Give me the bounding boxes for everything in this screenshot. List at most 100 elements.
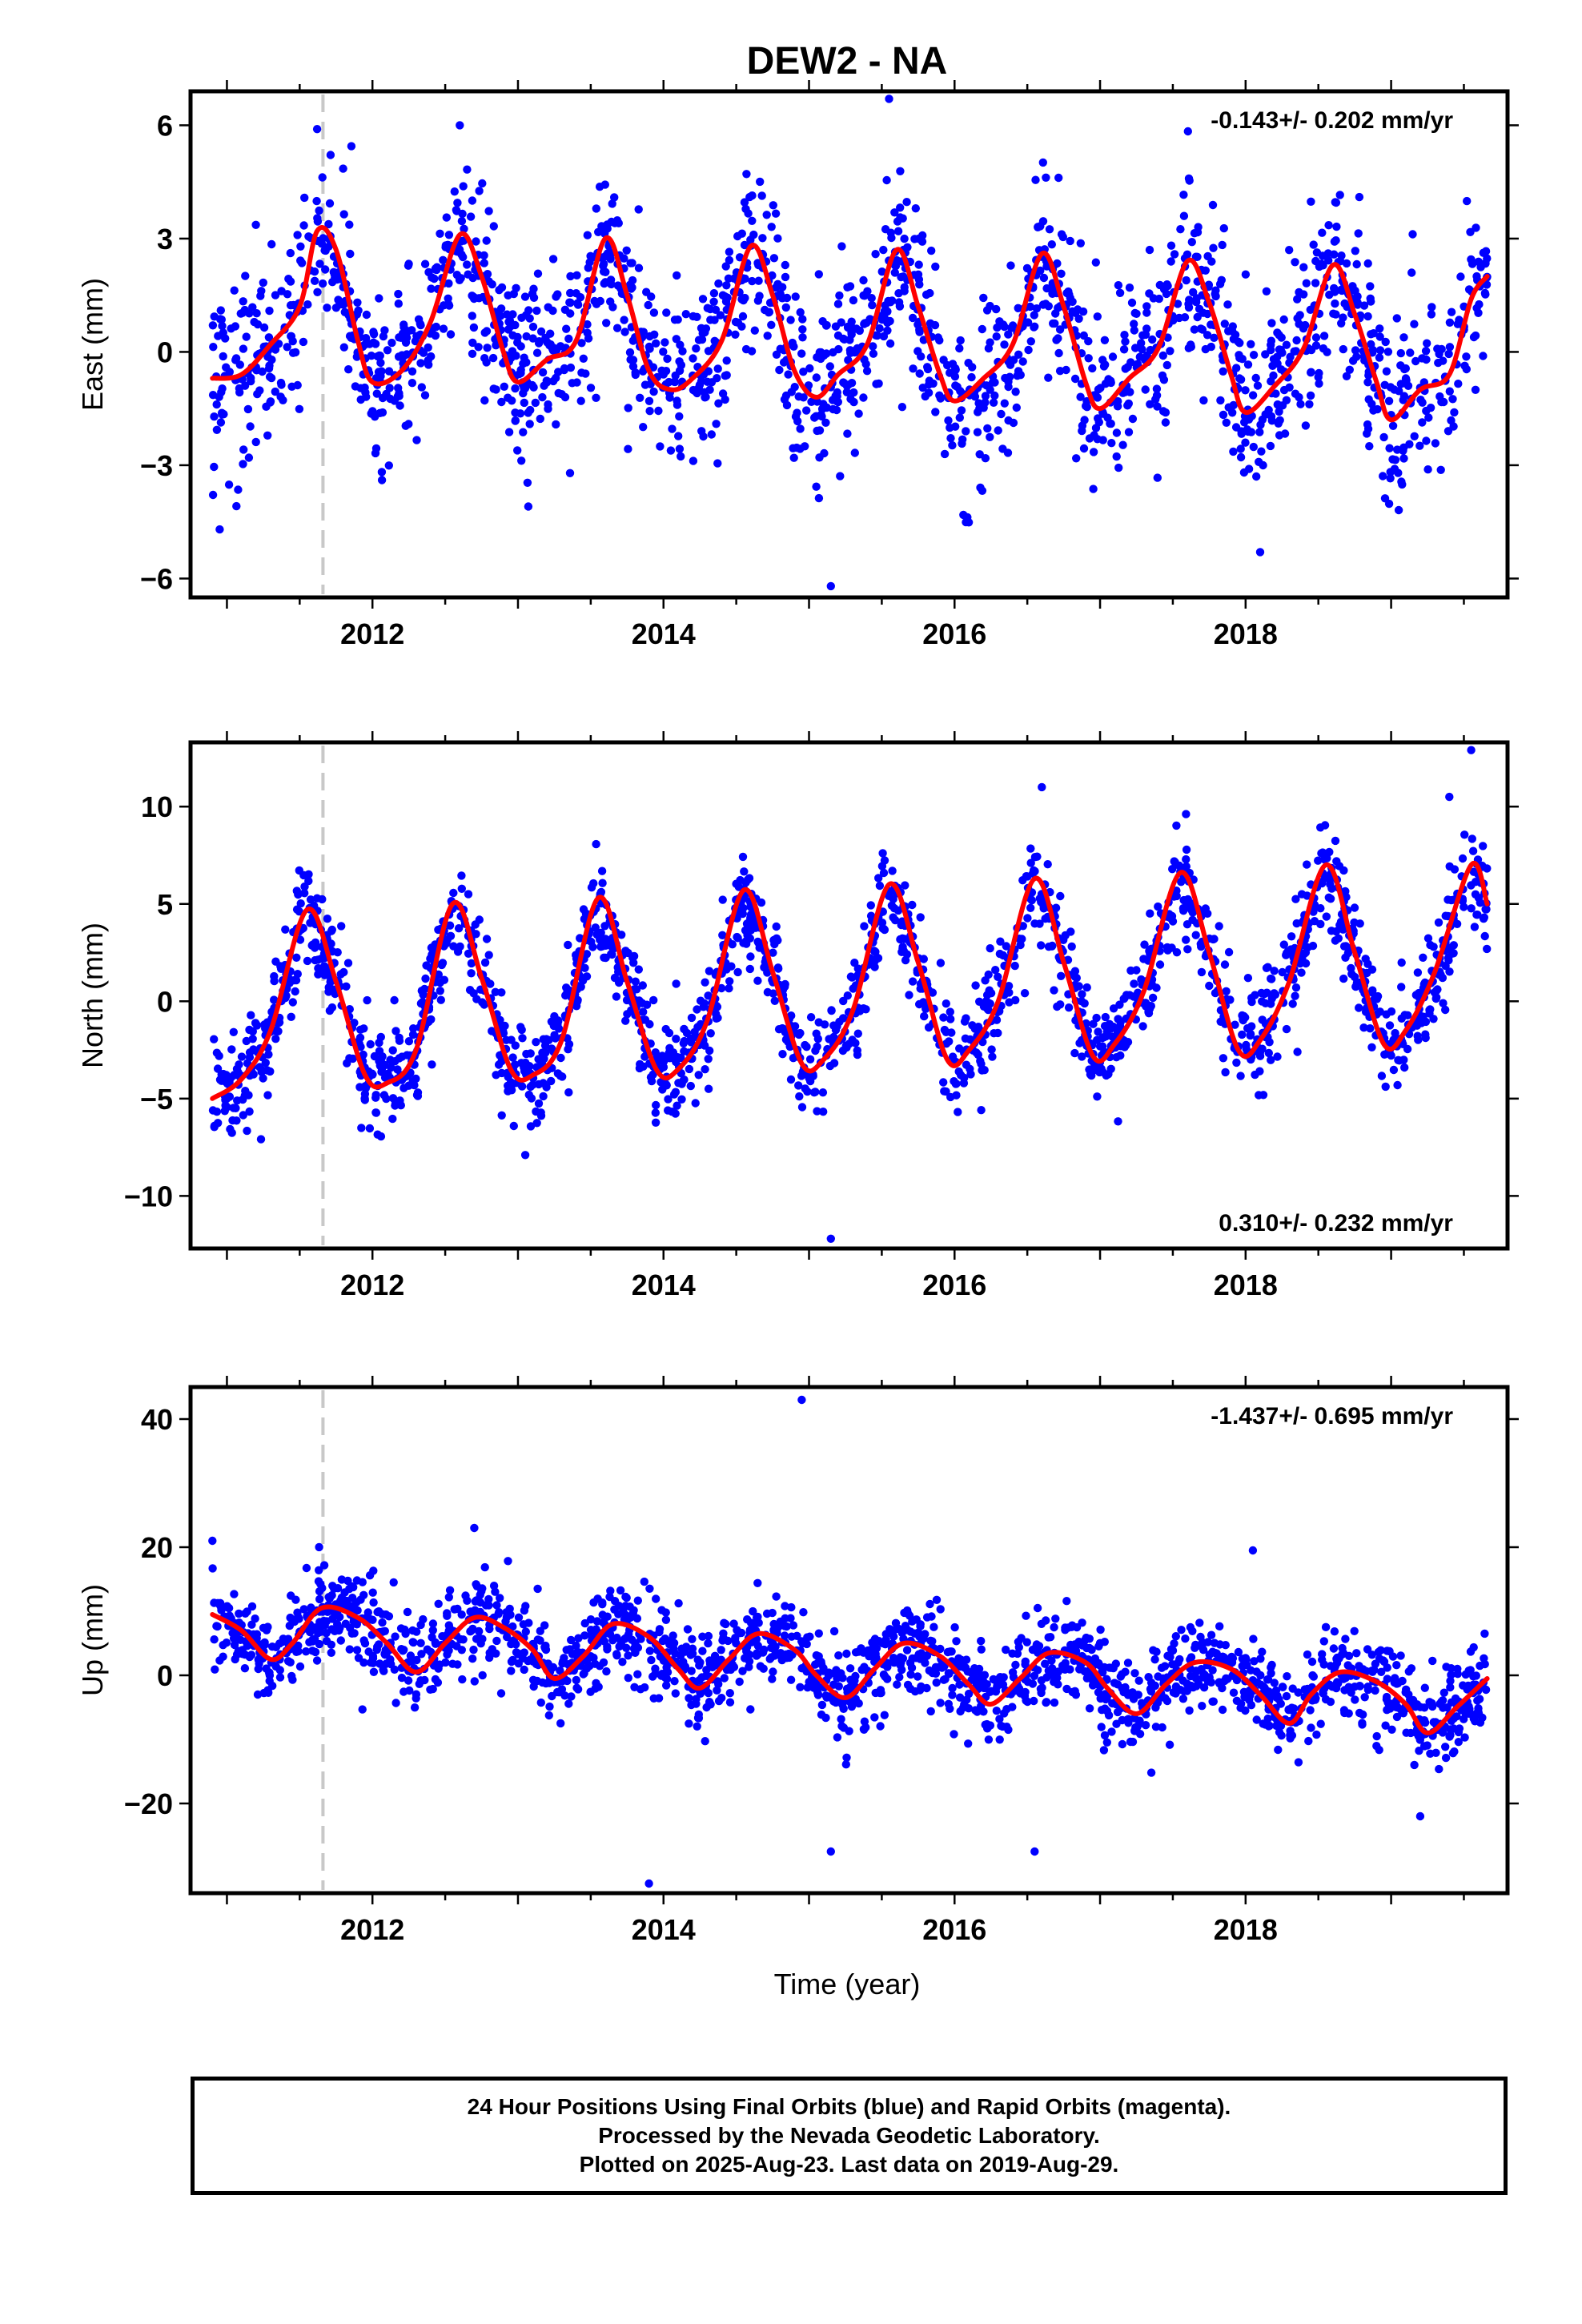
east-point <box>740 198 749 207</box>
north-point <box>1238 1030 1247 1039</box>
north-point <box>1255 1067 1264 1076</box>
east-point <box>1218 240 1227 250</box>
east-point <box>1352 259 1361 269</box>
east-point <box>532 348 542 357</box>
east-point <box>644 396 654 405</box>
north-point <box>511 1041 520 1050</box>
up-point <box>1151 1723 1161 1731</box>
north-point <box>1026 903 1035 913</box>
east-point <box>741 274 749 283</box>
north-point <box>994 972 1002 982</box>
east-point <box>740 240 749 250</box>
east-point <box>339 164 347 173</box>
north-point <box>696 996 705 1005</box>
north-point <box>223 1094 231 1103</box>
east-point <box>1145 245 1154 255</box>
up-point <box>1338 1643 1347 1653</box>
east-point <box>489 222 498 231</box>
east-point <box>705 385 714 394</box>
east-point <box>1481 247 1491 255</box>
north-outlier-point <box>1467 746 1476 754</box>
east-point <box>1079 444 1089 453</box>
east-point <box>1071 308 1080 317</box>
up-point <box>319 1561 329 1570</box>
north-point <box>371 1108 380 1117</box>
north-point <box>1255 1091 1263 1100</box>
east-point <box>369 330 379 339</box>
east-point <box>1047 240 1057 249</box>
east-point <box>1363 378 1372 387</box>
up-point <box>841 1760 851 1769</box>
north-point <box>1421 1017 1431 1027</box>
north-point <box>550 1031 559 1039</box>
up-point <box>434 1599 443 1609</box>
east-point <box>529 284 538 293</box>
east-point <box>981 392 990 400</box>
east-point <box>1418 418 1427 427</box>
east-point <box>1142 302 1151 311</box>
north-point <box>366 1039 375 1049</box>
north-point <box>1100 1022 1110 1031</box>
up-point <box>1232 1696 1242 1705</box>
up-point <box>208 1564 217 1573</box>
east-point <box>1456 272 1465 281</box>
east-point <box>340 308 349 316</box>
north-point <box>596 887 606 897</box>
east-point <box>886 298 895 307</box>
east-point <box>925 376 934 385</box>
north-point <box>437 959 446 969</box>
north-point <box>244 1091 253 1100</box>
north-point <box>1082 983 1091 992</box>
east-point <box>375 352 384 360</box>
north-point <box>652 1100 661 1110</box>
north-point <box>345 1054 354 1063</box>
east-point <box>554 368 563 376</box>
east-point <box>466 212 476 221</box>
east-point <box>417 383 426 392</box>
north-y-axis-label: North (mm) <box>76 923 109 1068</box>
east-point <box>993 323 1002 332</box>
north-point <box>288 998 297 1007</box>
north-point <box>977 1106 986 1115</box>
north-point <box>928 988 938 997</box>
north-point <box>1086 1070 1095 1079</box>
east-point <box>1209 243 1218 252</box>
east-point <box>339 300 348 309</box>
east-point <box>1388 455 1397 464</box>
up-point <box>922 1683 931 1693</box>
north-point <box>1432 986 1441 995</box>
east-point <box>315 206 323 215</box>
up-point <box>1256 1655 1265 1663</box>
north-point <box>1033 852 1042 861</box>
east-point <box>620 316 628 324</box>
north-outlier-point <box>1445 792 1454 802</box>
up-point <box>1441 1743 1450 1751</box>
east-point <box>1253 381 1263 390</box>
east-point <box>251 437 260 447</box>
east-point <box>508 331 517 340</box>
east-point <box>538 392 547 402</box>
north-point <box>1381 1082 1390 1092</box>
north-point <box>789 1054 798 1063</box>
east-point <box>1436 465 1445 474</box>
north-point <box>961 1034 970 1043</box>
east-point <box>1455 316 1464 324</box>
east-point <box>786 316 795 324</box>
east-point <box>1042 283 1051 293</box>
east-point <box>475 187 484 195</box>
east-point <box>640 380 650 389</box>
east-point <box>1311 333 1321 342</box>
north-point <box>502 1035 511 1044</box>
east-point <box>1392 314 1402 323</box>
east-point <box>375 294 383 303</box>
north-point <box>1439 999 1447 1007</box>
north-point <box>233 1096 242 1105</box>
east-model-curve <box>210 225 1490 423</box>
north-point <box>509 1121 518 1131</box>
east-point <box>1076 392 1085 401</box>
north-point <box>532 1119 541 1128</box>
east-point <box>612 216 622 225</box>
north-point <box>1205 981 1214 991</box>
east-point <box>1026 302 1034 312</box>
north-point <box>1102 1071 1111 1080</box>
